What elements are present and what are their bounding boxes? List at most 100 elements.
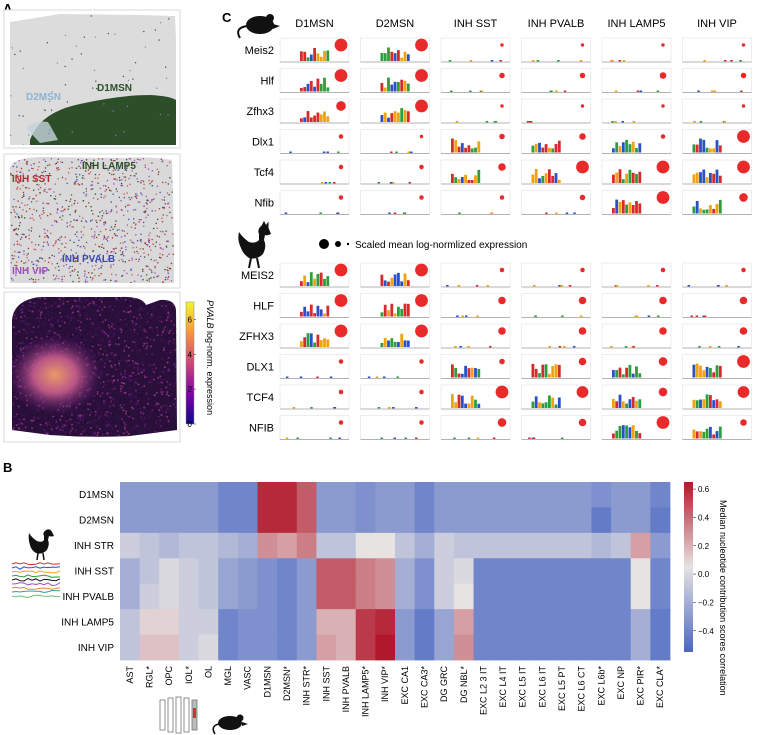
mouse-icon — [237, 14, 280, 39]
speck — [85, 162, 87, 164]
panel-a: D2MSN D1MSN INH LAMP5 INH SST INH PVALB … — [3, 9, 215, 443]
speck — [133, 251, 136, 253]
speck — [92, 197, 95, 199]
speck — [87, 408, 89, 411]
motif-letter — [695, 200, 699, 214]
speck — [160, 329, 163, 331]
heatmap-cell — [218, 482, 239, 508]
speck — [114, 300, 117, 303]
speck — [50, 425, 53, 427]
speck — [128, 380, 131, 382]
speck — [48, 423, 50, 425]
motif-letter — [695, 431, 699, 439]
speck — [122, 375, 124, 378]
speck — [45, 306, 47, 309]
speck — [142, 364, 144, 366]
heatmap-cell — [434, 532, 455, 559]
speck — [144, 431, 147, 433]
speck — [47, 202, 50, 205]
heatmap-cell — [650, 609, 671, 635]
motif-letter — [306, 282, 310, 286]
speck — [161, 358, 164, 360]
speck — [155, 130, 158, 132]
speck — [35, 173, 37, 175]
motif-box — [440, 415, 511, 440]
speck — [128, 311, 130, 314]
speck — [109, 211, 111, 213]
motif-letter — [635, 201, 638, 214]
expression-dot — [419, 195, 424, 200]
speck — [15, 345, 18, 348]
speck — [36, 169, 39, 171]
speck — [87, 403, 89, 406]
speck — [11, 258, 14, 260]
speck — [54, 243, 56, 245]
speck — [41, 422, 44, 425]
speck — [132, 418, 135, 420]
speck — [154, 431, 157, 434]
speck — [36, 317, 39, 319]
speck — [94, 173, 97, 176]
speck — [31, 213, 34, 216]
speck — [54, 309, 57, 311]
speck — [78, 414, 80, 417]
heatmap-cell — [257, 609, 278, 635]
speck — [57, 208, 59, 210]
speck — [120, 329, 123, 331]
expression-dot — [419, 134, 424, 139]
speck — [110, 226, 112, 228]
speck — [118, 434, 120, 437]
speck — [136, 317, 138, 320]
motif-speck — [284, 212, 288, 214]
motif-speck — [550, 90, 553, 92]
motif-letter — [306, 311, 310, 317]
speck — [143, 187, 145, 189]
speck — [107, 169, 109, 171]
speck — [121, 252, 123, 254]
motif-speck — [555, 90, 558, 92]
expression-dot — [338, 134, 344, 139]
speck — [114, 425, 117, 427]
speck — [148, 245, 151, 248]
heatmap-cell — [336, 609, 357, 635]
speck — [106, 411, 109, 413]
speck — [126, 435, 129, 437]
speck — [76, 202, 79, 204]
speck — [168, 275, 170, 278]
speck — [154, 394, 156, 397]
speck — [25, 261, 27, 264]
speck — [133, 325, 135, 328]
motif-letter — [554, 364, 558, 378]
heatmap-cell — [139, 532, 160, 559]
heatmap-cell — [336, 634, 357, 661]
motif-letter — [306, 333, 310, 347]
speck — [12, 279, 14, 281]
speck — [110, 336, 112, 339]
motif-letter — [316, 273, 320, 286]
speck — [162, 206, 164, 209]
speck — [114, 408, 116, 411]
speck — [120, 199, 122, 202]
speck — [13, 198, 15, 201]
speck — [71, 161, 73, 163]
speck — [122, 75, 125, 78]
speck — [106, 382, 108, 384]
speck — [54, 198, 57, 200]
motif-letter — [300, 281, 303, 286]
speck — [13, 415, 16, 418]
speck — [143, 211, 145, 213]
speck — [82, 318, 84, 321]
speck — [57, 277, 60, 280]
speck — [93, 302, 95, 305]
speck — [79, 215, 81, 217]
speck — [83, 428, 85, 431]
motif-speck — [403, 212, 407, 214]
speck — [132, 363, 134, 366]
speck — [103, 197, 105, 199]
speck — [98, 298, 101, 301]
speck — [146, 203, 148, 205]
speck — [46, 424, 49, 427]
motif-letter — [313, 278, 316, 286]
speck — [110, 260, 112, 262]
speck — [130, 268, 133, 270]
